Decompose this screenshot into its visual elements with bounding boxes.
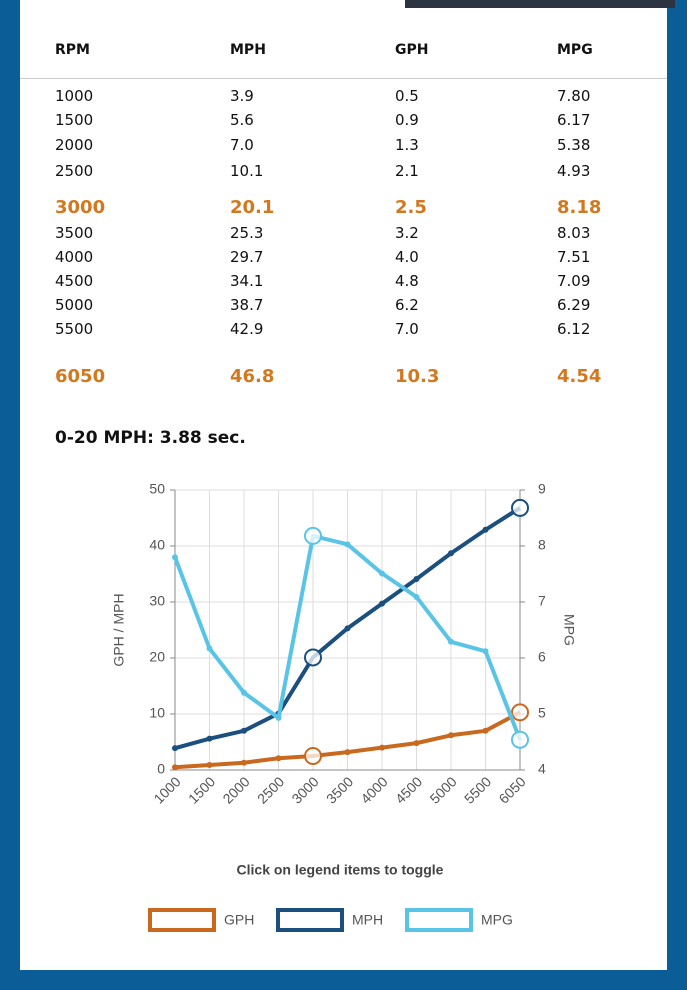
y2-tick-label: 4	[538, 761, 546, 777]
x-tick-label: 3500	[323, 773, 356, 806]
data-point	[276, 715, 282, 721]
data-point	[172, 554, 178, 560]
data-point	[448, 550, 454, 556]
data-point	[483, 728, 489, 734]
data-point	[305, 649, 321, 665]
x-tick-label: 3000	[288, 773, 321, 806]
legend-label: MPH	[352, 912, 383, 928]
data-point	[414, 594, 420, 600]
legend-note: Click on legend items to toggle	[237, 862, 444, 878]
legend-item[interactable]: MPG	[407, 910, 513, 930]
chart: 0 10 20 30 40 50 4 5 6 7 8 9 10001500200025003000350…	[0, 0, 687, 990]
y-tick-label: 20	[149, 649, 165, 665]
data-point	[207, 736, 213, 742]
series	[172, 528, 528, 748]
x-tick-label: 6050	[495, 773, 528, 806]
y2-axis-label: MPG	[561, 614, 577, 646]
data-point	[448, 732, 454, 738]
legend-swatch	[278, 910, 342, 930]
y-axis-label: GPH / MPH	[111, 593, 127, 666]
x-tick-label: 4500	[392, 773, 425, 806]
data-point	[241, 728, 247, 734]
data-point	[276, 755, 282, 761]
series	[172, 500, 528, 751]
legend-swatch	[150, 910, 214, 930]
y-tick-label: 10	[149, 705, 165, 721]
legend-swatch	[407, 910, 471, 930]
page: RPMMPHGPHMPG10003.90.57.8015005.60.96.17…	[0, 0, 687, 990]
data-point	[241, 690, 247, 696]
x-tick-label: 5500	[461, 773, 494, 806]
x-tick-label: 5000	[426, 773, 459, 806]
y2-tick-label: 9	[538, 481, 546, 497]
data-point	[345, 541, 351, 547]
data-point	[483, 648, 489, 654]
y2-tick-label: 5	[538, 705, 546, 721]
x-tick-label: 4000	[357, 773, 390, 806]
y-tick-label: 30	[149, 593, 165, 609]
data-point	[305, 748, 321, 764]
data-point	[241, 760, 247, 766]
data-point	[512, 704, 528, 720]
data-point	[379, 570, 385, 576]
x-tick-label: 1000	[150, 773, 183, 806]
y-tick-label: 0	[157, 761, 165, 777]
y2-tick-label: 8	[538, 537, 546, 553]
y2-tick-label: 7	[538, 593, 546, 609]
legend-label: GPH	[224, 912, 254, 928]
legend-item[interactable]: GPH	[150, 910, 254, 930]
data-point	[207, 645, 213, 651]
data-point	[379, 601, 385, 607]
y-tick-label: 40	[149, 537, 165, 553]
data-point	[345, 625, 351, 631]
legend-label: MPG	[481, 912, 513, 928]
data-point	[172, 764, 178, 770]
data-point	[512, 500, 528, 516]
data-point	[414, 576, 420, 582]
data-point	[345, 749, 351, 755]
x-tick-label: 2000	[219, 773, 252, 806]
data-point	[512, 732, 528, 748]
y2-tick-label: 6	[538, 649, 546, 665]
x-tick-label: 1500	[185, 773, 218, 806]
data-point	[207, 762, 213, 768]
data-point	[448, 639, 454, 645]
x-tick-label: 2500	[254, 773, 287, 806]
legend-item[interactable]: MPH	[278, 910, 383, 930]
data-point	[483, 527, 489, 533]
data-point	[172, 745, 178, 751]
y-tick-label: 50	[149, 481, 165, 497]
data-point	[305, 528, 321, 544]
data-point	[379, 745, 385, 751]
data-point	[414, 740, 420, 746]
